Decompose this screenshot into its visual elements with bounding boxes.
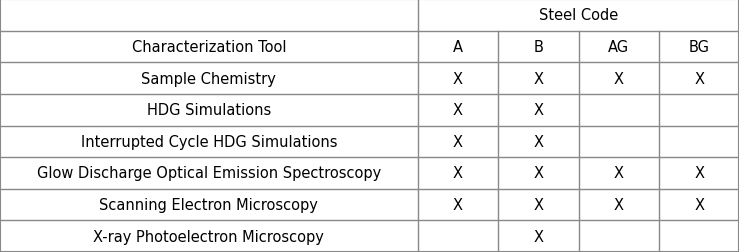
Text: Scanning Electron Microscopy: Scanning Electron Microscopy [99,197,319,212]
Text: AG: AG [608,40,630,55]
Text: B: B [534,40,543,55]
Text: X: X [453,197,463,212]
Text: X: X [694,166,704,181]
Text: A: A [453,40,463,55]
Text: X: X [534,134,543,149]
Text: X: X [534,103,543,118]
Text: Glow Discharge Optical Emission Spectroscopy: Glow Discharge Optical Emission Spectros… [37,166,381,181]
Text: X: X [453,134,463,149]
Text: X: X [534,229,543,244]
Text: X: X [694,71,704,86]
Text: X: X [453,166,463,181]
Text: HDG Simulations: HDG Simulations [146,103,271,118]
Text: Sample Chemistry: Sample Chemistry [141,71,276,86]
Text: Characterization Tool: Characterization Tool [132,40,286,55]
Text: X: X [453,103,463,118]
Text: X: X [614,71,624,86]
Text: BG: BG [689,40,709,55]
Text: Interrupted Cycle HDG Simulations: Interrupted Cycle HDG Simulations [81,134,337,149]
Text: X: X [614,197,624,212]
Text: X: X [534,166,543,181]
Text: X-ray Photoelectron Microscopy: X-ray Photoelectron Microscopy [93,229,324,244]
Text: Steel Code: Steel Code [539,8,618,23]
Text: X: X [694,197,704,212]
Text: X: X [534,71,543,86]
Text: X: X [453,71,463,86]
Text: X: X [534,197,543,212]
Text: X: X [614,166,624,181]
